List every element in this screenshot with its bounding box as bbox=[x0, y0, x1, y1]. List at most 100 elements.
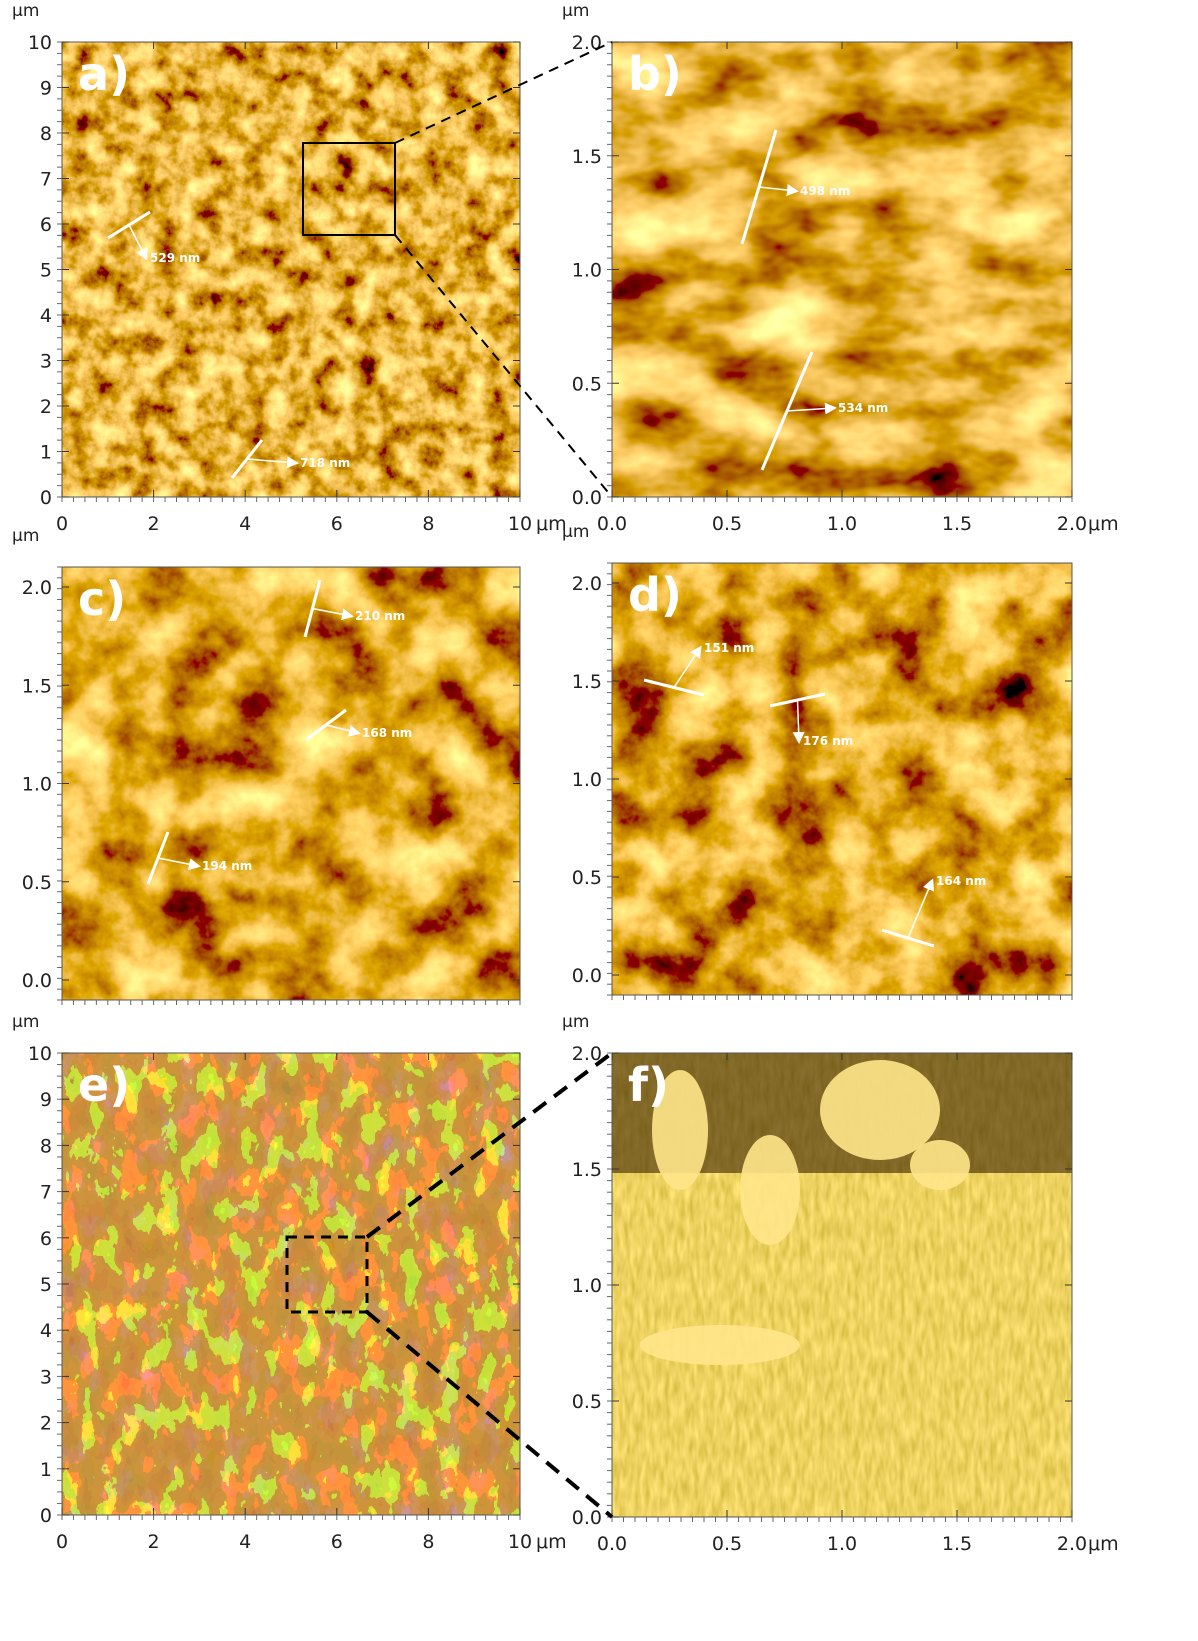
measure-arrow bbox=[312, 607, 354, 621]
zoom-box bbox=[302, 142, 396, 236]
x-tick-label: 8 bbox=[422, 1531, 434, 1553]
y-tick-label: 7 bbox=[40, 169, 52, 191]
measure-arrow bbox=[792, 699, 805, 744]
measure-arrow bbox=[758, 184, 799, 196]
y-tick-label: 4 bbox=[40, 305, 52, 327]
x-tick-label: 2.0 bbox=[1057, 1533, 1087, 1555]
x-unit: μm bbox=[1088, 1533, 1119, 1555]
y-tick-label: 1.0 bbox=[572, 260, 602, 282]
y-tick-label: 6 bbox=[40, 214, 52, 236]
y-tick-label: 0 bbox=[40, 1505, 52, 1527]
bright-feature bbox=[740, 1135, 800, 1245]
afm-image bbox=[62, 42, 520, 497]
panel-label: b) bbox=[628, 47, 682, 101]
y-tick-label: 2.0 bbox=[22, 577, 52, 599]
y-unit: μm bbox=[562, 1012, 589, 1032]
panel-label: e) bbox=[78, 1058, 130, 1112]
y-tick-label: 2.0 bbox=[572, 1043, 602, 1065]
measure-arrow bbox=[128, 224, 148, 261]
afm-panel: d) 0.0 0.5 1.0 1.5 2.0 μm 151 nm 176 nm 164 nm bbox=[562, 522, 1073, 1000]
y-unit: μm bbox=[12, 1, 39, 21]
y-tick-label: 1 bbox=[40, 442, 52, 464]
y-unit: μm bbox=[12, 526, 39, 546]
zoom-indicators bbox=[285, 41, 614, 1519]
x-tick-label: 1.5 bbox=[942, 513, 972, 535]
measure-label: 151 nm bbox=[704, 641, 754, 655]
afm-image bbox=[62, 1053, 520, 1515]
y-tick-label: 1 bbox=[40, 1459, 52, 1481]
measure-label: 168 nm bbox=[362, 726, 412, 740]
y-tick-label: 0.5 bbox=[572, 1391, 602, 1413]
x-tick-label: 4 bbox=[239, 1531, 251, 1553]
measure-arrow bbox=[673, 645, 702, 688]
bright-feature bbox=[820, 1060, 940, 1160]
panel-label: a) bbox=[78, 47, 130, 101]
x-tick-label: 10 bbox=[508, 513, 532, 535]
measure-label: 498 nm bbox=[800, 184, 850, 198]
x-tick-label: 6 bbox=[331, 513, 343, 535]
y-unit: μm bbox=[562, 1, 589, 21]
y-tick-label: 0.0 bbox=[572, 965, 602, 987]
measure-arrow bbox=[786, 402, 837, 415]
y-unit: μm bbox=[12, 1012, 39, 1032]
x-tick-label: 10 bbox=[508, 1531, 532, 1553]
y-tick-label: 1.5 bbox=[572, 146, 602, 168]
measure-arrow bbox=[157, 857, 201, 871]
zoom-line bbox=[394, 234, 613, 498]
y-tick-label: 2.0 bbox=[572, 573, 602, 595]
y-tick-label: 3 bbox=[40, 351, 52, 373]
y-tick-label: 0.0 bbox=[572, 1507, 602, 1529]
y-tick-label: 0.0 bbox=[22, 970, 52, 992]
y-tick-label: 0.5 bbox=[572, 373, 602, 395]
afm-panel: c) 0.0 0.5 1.0 1.5 2.0 μm 210 nm 168 nm 194 nm bbox=[12, 526, 521, 1005]
y-tick-label: 7 bbox=[40, 1182, 52, 1204]
afm-image bbox=[612, 42, 1072, 497]
y-tick-label: 6 bbox=[40, 1228, 52, 1250]
x-tick-label: 0.5 bbox=[712, 513, 742, 535]
y-unit: μm bbox=[562, 522, 589, 542]
y-tick-label: 1.0 bbox=[22, 774, 52, 796]
x-tick-label: 6 bbox=[331, 1531, 343, 1553]
panel-label: d) bbox=[628, 568, 682, 622]
y-tick-label: 2 bbox=[40, 396, 52, 418]
y-tick-label: 3 bbox=[40, 1366, 52, 1388]
y-tick-label: 1.5 bbox=[22, 675, 52, 697]
y-tick-label: 4 bbox=[40, 1320, 52, 1342]
y-tick-label: 10 bbox=[28, 1043, 52, 1065]
bright-feature bbox=[910, 1140, 970, 1190]
y-tick-label: 0.5 bbox=[572, 867, 602, 889]
measure-label: 194 nm bbox=[202, 859, 252, 873]
y-tick-label: 1.5 bbox=[572, 1159, 602, 1181]
y-tick-label: 2.0 bbox=[572, 32, 602, 54]
measure-arrow bbox=[907, 878, 935, 939]
y-tick-label: 1.0 bbox=[572, 769, 602, 791]
measure-label: 164 nm bbox=[936, 874, 986, 888]
y-tick-label: 1.0 bbox=[572, 1275, 602, 1297]
x-tick-label: 1.0 bbox=[827, 1533, 857, 1555]
zoom-box bbox=[285, 1235, 369, 1314]
zoom-line bbox=[365, 1310, 614, 1519]
y-tick-label: 9 bbox=[40, 1089, 52, 1111]
x-tick-label: 0 bbox=[56, 513, 68, 535]
x-tick-label: 0 bbox=[56, 1531, 68, 1553]
measure-arrow bbox=[246, 456, 299, 469]
y-tick-label: 8 bbox=[40, 1135, 52, 1157]
x-tick-label: 0.0 bbox=[597, 1533, 627, 1555]
x-tick-label: 1.5 bbox=[942, 1533, 972, 1555]
y-tick-label: 0.5 bbox=[22, 872, 52, 894]
measure-label: 210 nm bbox=[355, 609, 405, 623]
y-tick-label: 9 bbox=[40, 78, 52, 100]
y-tick-label: 1.5 bbox=[572, 671, 602, 693]
afm-image bbox=[612, 563, 1072, 995]
afm-image bbox=[62, 567, 520, 1000]
y-tick-label: 5 bbox=[40, 260, 52, 282]
y-tick-label: 0 bbox=[40, 487, 52, 509]
x-tick-label: 8 bbox=[422, 513, 434, 535]
measure-label: 529 nm bbox=[150, 251, 200, 265]
x-tick-label: 0.0 bbox=[597, 513, 627, 535]
measure-label: 534 nm bbox=[838, 401, 888, 415]
measure-arrow bbox=[325, 724, 361, 737]
